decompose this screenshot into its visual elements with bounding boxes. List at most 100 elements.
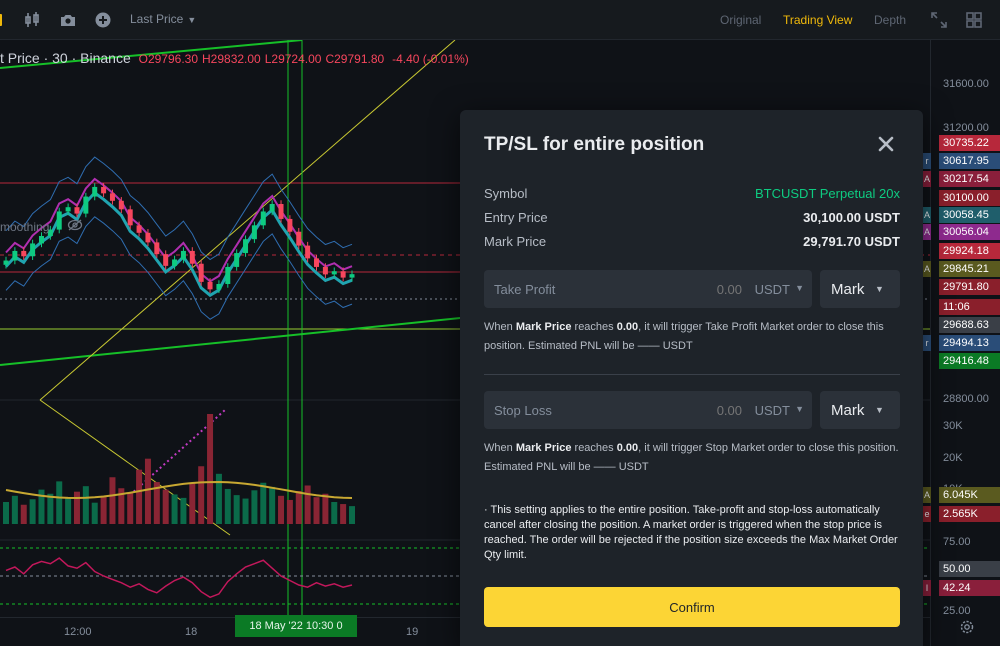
candle-body <box>21 250 27 257</box>
settings-gear-icon[interactable] <box>959 619 975 640</box>
mark-price-row: Mark Price 29,791.70 USDT <box>484 234 900 252</box>
volume-tick: 20K <box>943 452 963 464</box>
price-badge: 11:06 <box>939 299 1000 315</box>
confirm-button[interactable]: Confirm <box>484 587 900 627</box>
candle-body <box>278 204 284 219</box>
take-profit-field[interactable]: Take Profit USDT ▼ <box>484 270 812 308</box>
volume-bar <box>11 495 18 524</box>
candle-body <box>136 225 142 233</box>
chevron-down-icon[interactable]: ▼ <box>795 404 804 414</box>
price-type-select[interactable]: Last Price ▼ <box>130 12 196 26</box>
eye-off-icon[interactable] <box>67 219 83 234</box>
hint-text: , it will trigger Stop Market order to c… <box>484 442 899 473</box>
price-axis[interactable]: 31600.00 31200.00 29 28800.00 30K 20K 10… <box>923 40 1000 646</box>
crosshair-time-suffix: 0 <box>336 620 343 632</box>
chevron-down-icon: ▼ <box>187 15 197 25</box>
price-badge: 30058.45 <box>939 207 1000 223</box>
take-profit-input[interactable] <box>632 280 742 298</box>
volume-bar <box>278 495 285 524</box>
indicator-name: moothing <box>0 220 50 234</box>
crosshair-time-label: 18 May '22 10:30 0 <box>235 615 357 637</box>
bollinger-upper <box>5 156 353 261</box>
volume-bar <box>38 489 45 524</box>
hint-price-value: 0.00 <box>616 321 639 333</box>
stop-loss-label: Stop Loss <box>494 403 552 418</box>
volume-bar <box>198 466 205 524</box>
entry-price-label: Entry Price <box>484 210 548 225</box>
camera-icon[interactable] <box>59 11 77 29</box>
volume-bar <box>269 486 276 524</box>
price-badge: 29416.48 <box>939 353 1000 369</box>
symbol-label: Symbol <box>484 186 528 201</box>
volume-bar <box>118 488 125 524</box>
volume-bar <box>136 469 143 524</box>
badge-stub: A <box>923 487 931 503</box>
candles-icon[interactable] <box>24 11 42 29</box>
volume-bar <box>215 473 222 524</box>
symbol-row: Symbol BTCUSDT Perpetual 20x <box>484 186 900 204</box>
symbol-label: t Price · 30 · Binance <box>0 50 131 66</box>
badge-stub: e <box>923 506 931 522</box>
candle-body <box>101 186 107 194</box>
take-profit-trigger-select[interactable]: Mark ▼ <box>820 270 900 308</box>
take-profit-trigger-value: Mark <box>831 281 865 298</box>
tpsl-modal: TP/SL for entire position Symbol BTCUSDT… <box>460 110 923 646</box>
stop-loss-trigger-value: Mark <box>831 402 865 419</box>
candle-body <box>47 229 53 236</box>
badge-stub: A <box>923 224 931 240</box>
price-badge: 30100.00 <box>939 190 1000 206</box>
stop-loss-input[interactable] <box>632 401 742 419</box>
rsi-line <box>5 557 353 599</box>
trend-line-top <box>0 40 303 69</box>
stop-loss-trigger-select[interactable]: Mark ▼ <box>820 391 900 429</box>
price-tick: 28800.00 <box>943 393 989 405</box>
chevron-down-icon[interactable]: ▼ <box>795 283 804 293</box>
chevron-down-icon: ▼ <box>875 405 884 415</box>
price-type-label: Last Price <box>130 12 184 26</box>
close-button[interactable] <box>874 132 898 156</box>
moving-average-slow <box>5 177 353 283</box>
candle-body <box>163 254 169 266</box>
stop-loss-unit[interactable]: USDT <box>754 403 790 418</box>
candle-body <box>260 211 266 226</box>
crosshair-time: 18 May '22 10:30 <box>249 620 334 632</box>
badge-stub: r <box>923 153 931 169</box>
tab-original[interactable]: Original <box>720 13 762 27</box>
price-tick: 31600.00 <box>943 78 989 90</box>
candle-body <box>322 266 328 275</box>
volume-bar <box>127 492 134 524</box>
candle-body <box>225 266 231 284</box>
volume-bar <box>224 488 231 524</box>
volume-bars <box>3 414 355 524</box>
candle-body <box>340 271 346 278</box>
fullscreen-icon[interactable] <box>930 11 948 29</box>
layout-grid-icon[interactable] <box>965 11 983 29</box>
price-tick: 31200.00 <box>943 122 989 134</box>
tab-trading-view[interactable]: Trading View <box>783 13 853 27</box>
take-profit-unit[interactable]: USDT <box>754 282 790 297</box>
price-badge: 29494.13 <box>939 335 1000 351</box>
volume-bar <box>100 496 107 524</box>
badge-stub: r <box>923 335 931 351</box>
badge-stub: A <box>923 261 931 277</box>
candle-body <box>30 243 36 257</box>
volume-bar <box>322 493 329 524</box>
candle-body <box>189 250 195 264</box>
volume-bar <box>109 477 116 524</box>
candlestick-type-icon[interactable] <box>0 11 12 29</box>
time-tick: 18 <box>185 626 198 638</box>
candle-body <box>296 231 302 246</box>
price-change: -4.40 (-0.01%) <box>392 52 469 66</box>
candle-body <box>287 218 293 232</box>
badge-stub: I <box>923 580 931 596</box>
tab-depth[interactable]: Depth <box>874 13 907 27</box>
add-indicator-icon[interactable] <box>94 11 112 29</box>
stop-loss-field[interactable]: Stop Loss USDT ▼ <box>484 391 812 429</box>
volume-bar <box>340 504 347 524</box>
ohlc-l: L29724.00 <box>264 52 322 66</box>
time-tick: 12:00 <box>64 626 92 638</box>
candle-body <box>145 232 151 243</box>
candle-body <box>74 207 80 214</box>
volume-bar <box>29 499 36 524</box>
